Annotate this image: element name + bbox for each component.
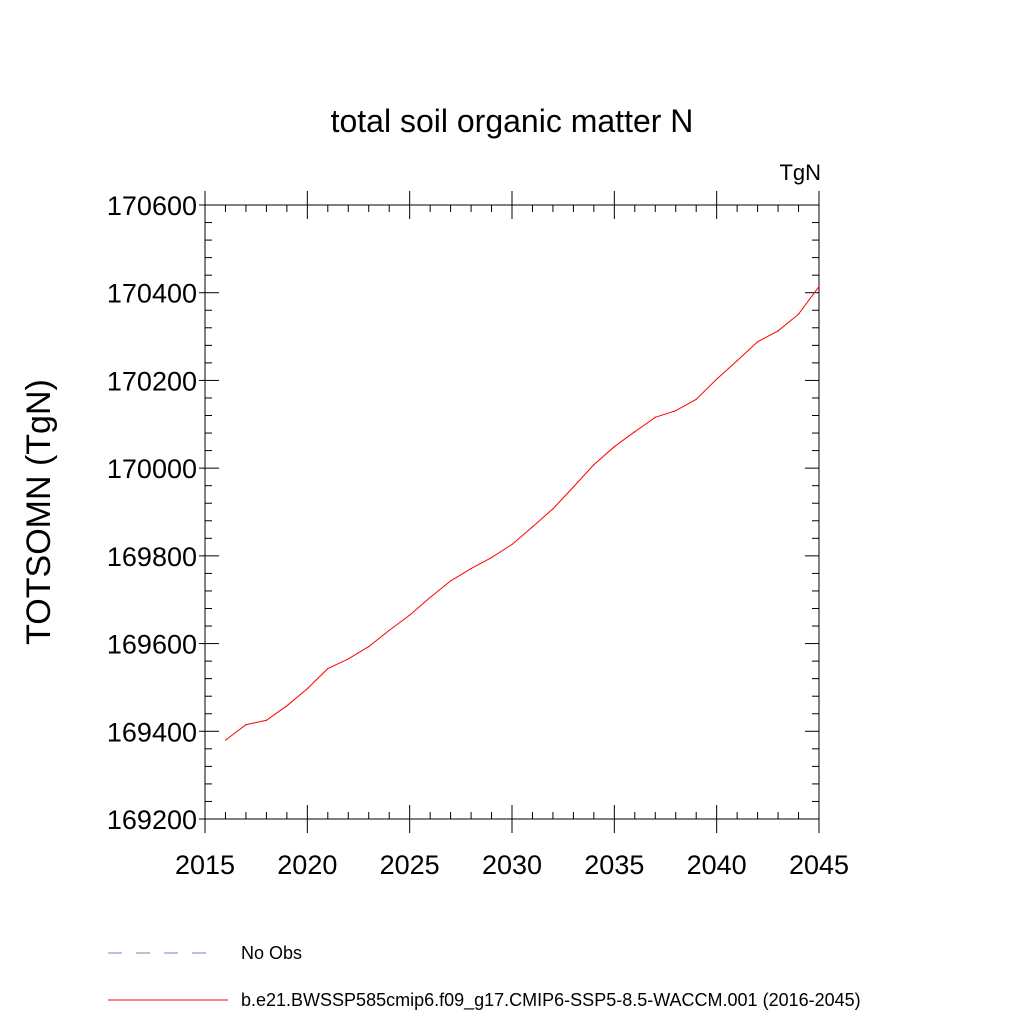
series-points [224, 285, 820, 741]
data-point [306, 688, 308, 690]
x-tick-label: 2030 [482, 850, 542, 880]
data-point [531, 526, 534, 528]
plot-frame [204, 204, 820, 820]
units-label: TgN [779, 160, 821, 185]
data-point [818, 285, 820, 288]
data-point [654, 416, 656, 418]
legend-label-model: b.e21.BWSSP585cmip6.f09_g17.CMIP6-SSP5-8… [241, 990, 861, 1011]
y-tick-label: 170600 [107, 191, 197, 221]
data-point [777, 330, 779, 332]
data-point [736, 360, 738, 362]
data-point [470, 567, 472, 570]
data-point [450, 580, 452, 582]
data-point [613, 446, 615, 448]
x-tick-labels: 2015 2020 2025 2030 2035 2040 2045 [175, 850, 849, 880]
x-tick-label: 2020 [277, 850, 337, 880]
y-tick-label: 169400 [107, 717, 197, 747]
x-tick-label: 2035 [584, 850, 644, 880]
data-point [224, 739, 227, 741]
x-tick-label: 2040 [687, 850, 747, 880]
data-point [265, 719, 267, 721]
data-point [409, 614, 411, 616]
data-point [327, 667, 329, 670]
data-point [368, 646, 370, 648]
data-point [675, 410, 677, 412]
data-point [757, 341, 759, 343]
x-tick-label: 2025 [380, 850, 440, 880]
data-point [245, 724, 247, 726]
data-point [511, 543, 513, 546]
x-tick-label: 2015 [175, 850, 235, 880]
y-tick-label: 169600 [107, 630, 197, 660]
data-point [572, 486, 575, 488]
data-point [716, 378, 718, 380]
data-point [429, 596, 431, 599]
data-point [552, 508, 554, 510]
y-tick-labels: 169200 169400 169600 169800 170000 170200 1704… [107, 191, 197, 835]
y-tick-label: 170400 [107, 279, 197, 309]
legend-label-no-obs: No Obs [241, 943, 302, 963]
data-point [695, 398, 697, 400]
data-point [490, 557, 493, 559]
data-point [797, 313, 800, 315]
legend: No Obs b.e21.BWSSP585cmip6.f09_g17.CMIP6… [108, 943, 861, 1011]
chart-title: total soil organic matter N [331, 103, 694, 139]
y-tick-label: 169200 [107, 805, 197, 835]
data-point [593, 464, 595, 466]
y-axis-label: TOTSOMN (TgN) [20, 379, 58, 645]
data-point [347, 658, 349, 660]
y-tick-label: 169800 [107, 542, 197, 572]
data-point [388, 629, 390, 632]
data-point [286, 705, 288, 707]
x-tick-label: 2045 [789, 850, 849, 880]
series-line [225, 286, 820, 741]
data-point [634, 431, 636, 433]
axis-ticks [199, 191, 820, 833]
y-tick-label: 170000 [107, 454, 197, 484]
y-tick-label: 170200 [107, 366, 197, 396]
